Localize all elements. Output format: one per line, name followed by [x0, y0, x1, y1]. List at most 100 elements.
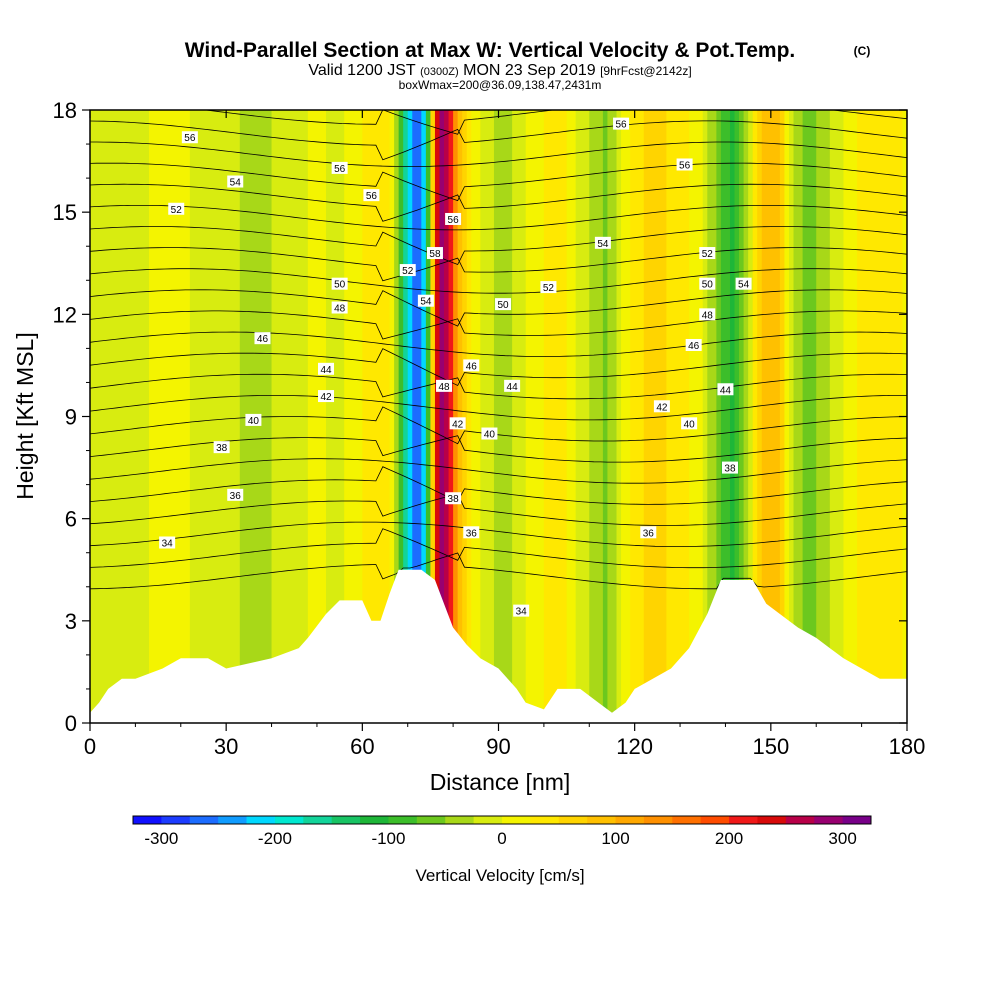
velocity-column [103, 110, 109, 723]
contour-label: 56 [363, 189, 380, 202]
y-tick-label: 18 [53, 98, 77, 123]
theta-contour [90, 348, 907, 387]
velocity-column [870, 110, 876, 723]
velocity-column [453, 110, 459, 723]
velocity-column [121, 110, 127, 723]
velocity-column [185, 110, 191, 723]
contour-label-text: 54 [420, 297, 432, 308]
velocity-column [562, 110, 568, 723]
velocity-column [838, 110, 845, 723]
contour-label-text: 50 [497, 300, 509, 311]
colorbar-tick-label: -100 [371, 829, 405, 848]
velocity-column [888, 110, 894, 723]
theta-contour [90, 120, 907, 161]
velocity-column [539, 110, 545, 723]
colorbar-swatch [643, 816, 673, 824]
contour-label: 54 [227, 175, 244, 189]
velocity-column [226, 110, 232, 723]
contour-label-text: 48 [702, 310, 714, 321]
colorbar-swatch [729, 816, 758, 824]
colorbar-swatch [842, 816, 872, 824]
contour-label-text: 54 [230, 178, 242, 189]
velocity-column [884, 110, 890, 723]
contour-label: 44 [318, 362, 335, 376]
colorbar-swatch [274, 816, 304, 824]
x-axis-label: Distance [nm] [430, 769, 571, 795]
contour-label: 56 [676, 158, 693, 171]
y-axis-label: Height [Kft MSL] [12, 332, 38, 499]
velocity-column [770, 110, 776, 723]
velocity-column [847, 110, 854, 723]
theta-contour [90, 493, 907, 526]
colorbar-swatch [530, 816, 560, 824]
subtitle-utc: (0300Z) [420, 66, 459, 78]
velocity-column [611, 110, 618, 723]
velocity-column [503, 110, 509, 723]
contour-label: 48 [436, 379, 453, 393]
velocity-column [457, 110, 463, 723]
contour-label-text: 42 [320, 392, 332, 403]
contour-label-text: 36 [230, 491, 242, 502]
velocity-column [566, 110, 572, 723]
velocity-column [625, 110, 631, 723]
colorbar-swatch [303, 816, 333, 824]
velocity-column [875, 110, 881, 723]
theta-contour [90, 521, 907, 547]
velocity-column [829, 110, 835, 723]
velocity-column [149, 110, 155, 723]
velocity-column [598, 110, 604, 723]
velocity-column [380, 110, 386, 723]
velocity-column [643, 110, 649, 723]
velocity-column [639, 110, 645, 723]
velocity-column [879, 110, 885, 723]
velocity-column [516, 110, 522, 723]
velocity-column [412, 110, 418, 723]
velocity-column [530, 110, 536, 723]
contour-label: 56 [181, 131, 198, 144]
velocity-column [212, 110, 218, 723]
contour-label-text: 40 [484, 430, 496, 441]
velocity-column [807, 110, 813, 723]
velocity-column [716, 110, 722, 723]
velocity-column [557, 110, 563, 723]
velocity-column [729, 110, 736, 723]
contour-label: 56 [613, 117, 630, 131]
velocity-column [430, 110, 436, 723]
colorbar-swatch [587, 816, 617, 824]
colorbar-swatch [388, 816, 418, 824]
contour-label-text: 38 [448, 494, 460, 505]
velocity-column [607, 110, 613, 723]
velocity-column [371, 110, 377, 723]
theta-contour [90, 183, 907, 222]
velocity-column [793, 110, 799, 723]
contour-label-text: 42 [656, 402, 668, 413]
velocity-column [498, 110, 504, 723]
y-tick-label: 6 [65, 507, 77, 532]
contour-label: 42 [318, 390, 335, 403]
contour-label-text: 48 [334, 304, 346, 315]
contour-label-text: 56 [184, 133, 196, 144]
contour-label: 40 [245, 413, 262, 427]
velocity-column [339, 110, 345, 723]
velocity-column [394, 110, 400, 723]
contour-label-text: 54 [597, 239, 609, 250]
contour-label-text: 56 [366, 191, 378, 202]
velocity-column [90, 110, 96, 723]
colorbar-swatch [757, 816, 787, 824]
contour-label-text: 52 [702, 249, 714, 260]
velocity-column [366, 110, 373, 723]
contour-label: 38 [445, 492, 462, 505]
velocity-column [670, 110, 677, 723]
velocity-column [766, 110, 772, 723]
contour-label: 38 [721, 461, 738, 475]
velocity-column [171, 110, 177, 723]
colorbar-tick-label: 200 [715, 829, 743, 848]
velocity-column [466, 110, 472, 723]
contour-label: 48 [699, 308, 716, 321]
y-tick-label: 15 [53, 200, 77, 225]
contour-label: 34 [513, 604, 530, 618]
velocity-column [711, 110, 717, 723]
y-tick-label: 0 [65, 711, 77, 736]
velocity-column [843, 110, 849, 723]
